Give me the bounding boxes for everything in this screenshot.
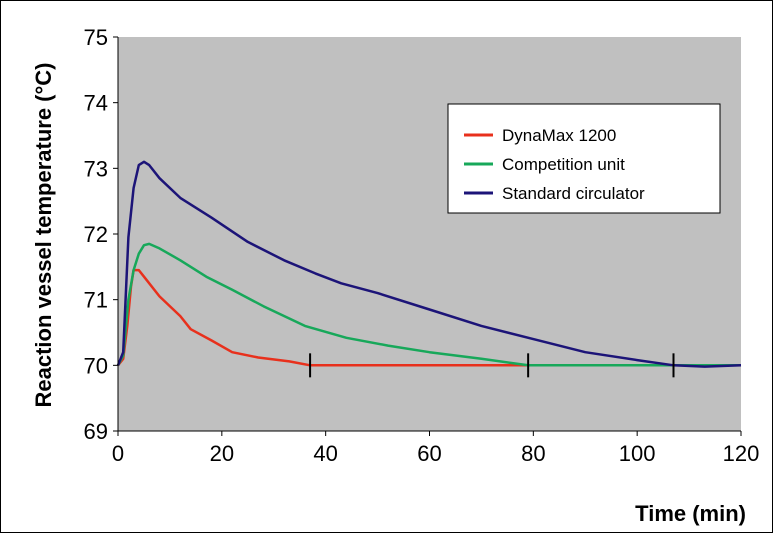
x-tick-label-60: 60	[417, 441, 441, 466]
y-tick-label-75: 75	[84, 25, 108, 50]
x-tick-label-120: 120	[723, 441, 760, 466]
legend-label-dynamax: DynaMax 1200	[502, 126, 616, 145]
y-tick-label-73: 73	[84, 156, 108, 181]
x-tick-label-20: 20	[210, 441, 234, 466]
x-tick-label-100: 100	[619, 441, 656, 466]
y-tick-label-71: 71	[84, 288, 108, 313]
y-tick-label-72: 72	[84, 222, 108, 247]
x-axis-title: Time (min)	[635, 501, 746, 526]
legend: DynaMax 1200 Competition unit Standard c…	[448, 104, 720, 213]
y-tick-label-69: 69	[84, 419, 108, 444]
plot-area	[118, 37, 741, 431]
x-tick-label-40: 40	[313, 441, 337, 466]
y-tick-label-74: 74	[84, 91, 108, 116]
y-tick-label-70: 70	[84, 353, 108, 378]
x-tick-label-0: 0	[112, 441, 124, 466]
legend-label-standard: Standard circulator	[502, 184, 645, 203]
legend-label-competition: Competition unit	[502, 155, 625, 174]
x-tick-label-80: 80	[521, 441, 545, 466]
y-axis-title: Reaction vessel temperature (°C)	[31, 62, 56, 407]
